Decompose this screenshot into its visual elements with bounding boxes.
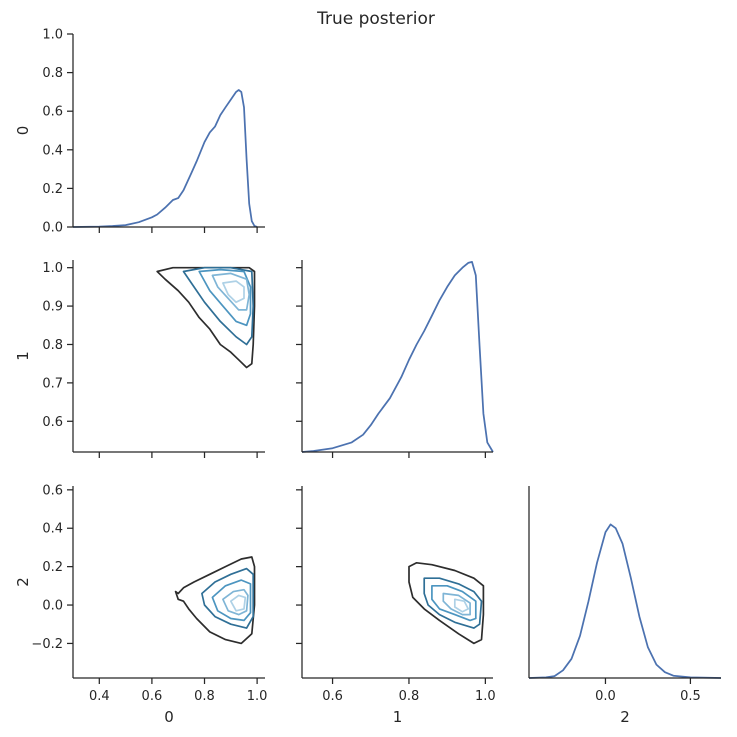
x-axis-label: 0 [164, 708, 174, 726]
contour-level-5 [222, 280, 245, 304]
y-axis-label: 1 [14, 351, 32, 361]
kde-curve [528, 523, 722, 679]
contour-level-3 [211, 579, 252, 622]
contour-level-4 [442, 592, 471, 616]
y-tick-label: 0.4 [42, 522, 63, 537]
x-tick-label: 0.6 [142, 689, 163, 704]
x-tick-label: 0.8 [194, 689, 215, 704]
x-axis-label: 1 [393, 708, 403, 726]
y-tick-label: 0.0 [42, 221, 63, 236]
panel-diag-2: 0.0 0.5 2 [528, 486, 722, 726]
y-tick-label: 0.6 [42, 415, 63, 430]
y-tick-label: 0.2 [42, 560, 63, 575]
contour-level-2 [182, 266, 255, 346]
y-tick-label: 0.4 [42, 143, 63, 158]
x-tick-label: 0.5 [680, 689, 701, 704]
x-axis-label: 2 [620, 708, 630, 726]
y-tick-label: 0.6 [42, 105, 63, 120]
contour-level-2 [201, 567, 255, 629]
x-tick-label: 0.4 [89, 689, 110, 704]
panel-diag-0: 0.0 0.2 0.4 0.6 0.8 1.0 0 [14, 28, 265, 236]
x-tick-label: 0.6 [322, 689, 343, 704]
y-tick-label: 1.0 [42, 261, 63, 276]
y-axis-label: 0 [14, 126, 32, 136]
kde-curve [301, 261, 494, 453]
contour-level-4 [222, 588, 249, 616]
x-tick-label: 0.8 [399, 689, 420, 704]
x-tick-label: 1.0 [475, 689, 496, 704]
y-tick-label: 1.0 [42, 28, 63, 43]
contour-level-5 [453, 598, 470, 613]
y-tick-label: 0.6 [42, 483, 63, 498]
contour-level-5 [229, 594, 247, 612]
y-tick-label: 0.2 [42, 182, 63, 197]
panel-pair-0-1: 0.6 0.7 0.8 0.9 1.0 1 [14, 260, 265, 458]
contour-level-2 [423, 577, 483, 629]
panel-diag-1 [296, 260, 494, 458]
y-tick-label: 0.0 [42, 599, 63, 614]
y-axis-label: 2 [14, 577, 32, 587]
contour-level-1 [174, 556, 256, 645]
contour-level-4 [211, 272, 251, 311]
panel-pair-1-2: 0.6 0.8 1.0 1 [296, 486, 496, 726]
y-tick-label: −0.2 [31, 637, 63, 652]
contour-level-1 [408, 561, 485, 645]
y-tick-label: 0.8 [42, 338, 63, 353]
x-tick-label: 0.0 [595, 689, 616, 704]
figure-title: True posterior [316, 9, 435, 29]
y-tick-label: 0.9 [42, 300, 63, 315]
x-tick-label: 1.0 [247, 689, 268, 704]
kde-curve [72, 89, 258, 228]
contour-level-1 [156, 266, 256, 369]
contour-level-3 [431, 584, 477, 622]
y-tick-label: 0.8 [42, 66, 63, 81]
contour-level-3 [198, 268, 252, 327]
panel-pair-0-2: −0.2 0.0 0.2 0.4 0.6 0.4 0.6 0.8 1.0 0 2 [14, 483, 267, 726]
y-tick-label: 0.7 [42, 376, 63, 391]
